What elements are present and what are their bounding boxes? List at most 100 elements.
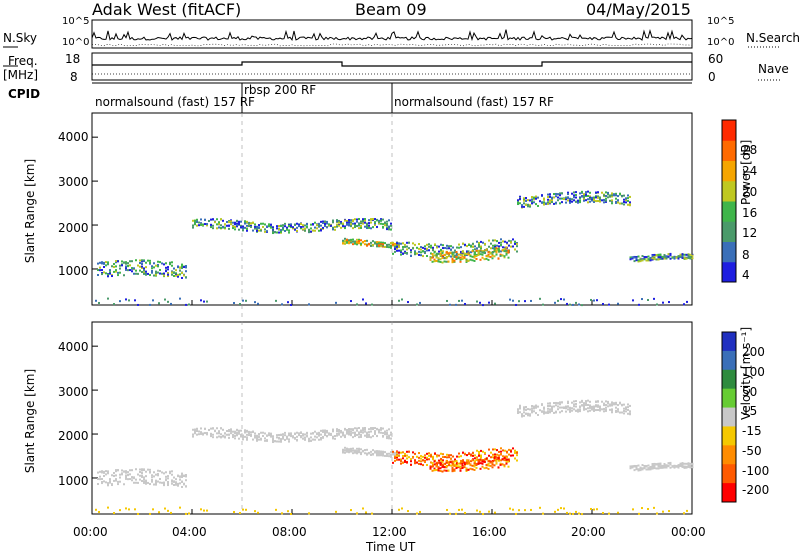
velocity-cell (240, 435, 242, 438)
velocity-cell (555, 401, 557, 404)
velocity-cell (441, 465, 444, 468)
power-cell (312, 223, 314, 226)
velocity-cell (567, 400, 569, 403)
power-cell (531, 195, 533, 198)
velocity-cell (461, 464, 464, 467)
velocity-cell (220, 435, 222, 438)
power-cell (627, 197, 629, 200)
power-cell (406, 245, 408, 248)
velocity-cell (125, 471, 127, 474)
power-cell (302, 228, 304, 231)
velocity-cell (348, 433, 350, 436)
power-cell (256, 229, 258, 232)
velocity-cell (605, 408, 607, 411)
velocity-cell (557, 408, 559, 411)
power-cell (615, 201, 617, 204)
power-cell (145, 273, 147, 276)
velocity-cell (179, 475, 181, 478)
velocity-cell (545, 411, 547, 414)
velocity-cell (109, 480, 111, 483)
power-cell (171, 271, 173, 274)
power-cell (181, 263, 183, 266)
velocity-cell (481, 462, 484, 465)
velocity-cell (504, 455, 506, 458)
power-ground-cell (134, 299, 136, 302)
power-cell (97, 274, 99, 277)
power-ground-cell (461, 299, 463, 302)
velocity-cell (661, 466, 664, 469)
power-cell (139, 269, 141, 272)
velocity-cell (101, 471, 103, 474)
velocity-cell (384, 430, 386, 433)
power-cell (232, 225, 234, 228)
power-cell (441, 256, 444, 259)
velocity-cell (512, 454, 514, 457)
power-cell (651, 255, 654, 258)
velocity-cell (161, 471, 163, 474)
power-cell (356, 243, 358, 246)
power-ground-cell (632, 299, 634, 302)
velocity-cell (631, 465, 634, 468)
velocity-cell (523, 406, 525, 409)
power-ground-cell (662, 301, 664, 304)
velocity-ground-cell (125, 507, 127, 510)
velocity-cell (619, 411, 621, 414)
power-cell (386, 228, 388, 231)
velocity-cell (617, 408, 619, 411)
power-cell (282, 228, 284, 231)
velocity-cell (491, 463, 494, 466)
power-cell (145, 266, 147, 269)
power-cell (591, 196, 593, 199)
power-cell (352, 240, 354, 243)
velocity-cell (360, 435, 362, 438)
velocity-cell (615, 401, 617, 404)
power-cell (163, 263, 165, 266)
power-cell (230, 220, 232, 223)
power-cell (623, 200, 625, 203)
velocity-cell (171, 480, 173, 483)
velocity-cell (175, 482, 177, 485)
power-ground-cell (446, 299, 448, 302)
power-cell (216, 227, 218, 230)
power-cell (165, 262, 167, 265)
velocity-cell (234, 434, 236, 437)
power-cell (473, 256, 476, 259)
velocity-cell (498, 459, 500, 462)
velocity-cell (655, 467, 658, 470)
velocity-ground-cell (686, 509, 688, 512)
power-cell (549, 201, 551, 204)
power-cell (465, 260, 468, 263)
velocity-cell (368, 431, 370, 434)
velocity-cell (527, 412, 529, 415)
velocity-cell (503, 464, 506, 467)
velocity-cell (171, 470, 173, 473)
power-cell (579, 201, 581, 204)
power-cell (368, 219, 370, 222)
velocity-cbar-tick-m100: -100 (742, 464, 770, 478)
power-cell (276, 227, 278, 230)
power-cell (344, 225, 346, 228)
velocity-cell (459, 462, 462, 465)
power-cell (543, 197, 545, 200)
velocity-cell (659, 463, 662, 466)
power-cell (479, 253, 482, 256)
velocity-cell (569, 410, 571, 413)
velocity-cell (177, 484, 179, 487)
power-cell (436, 245, 438, 248)
power-cell (453, 251, 456, 254)
power-cbar-tick-28: 28 (742, 143, 758, 157)
velocity-cell (185, 479, 187, 482)
velocity-cell (370, 453, 372, 456)
velocity-cell (611, 404, 613, 407)
velocity-cell (677, 466, 680, 469)
velocity-cell (661, 464, 664, 467)
velocity-cell (322, 429, 324, 432)
power-cell (507, 256, 510, 259)
power-cell (609, 195, 611, 198)
velocity-ground-cell (365, 511, 367, 514)
velocity-cell (653, 467, 656, 470)
power-cell (141, 260, 143, 263)
power-cell (609, 194, 611, 197)
velocity-cell (517, 411, 519, 414)
velocity-cell (380, 427, 382, 430)
